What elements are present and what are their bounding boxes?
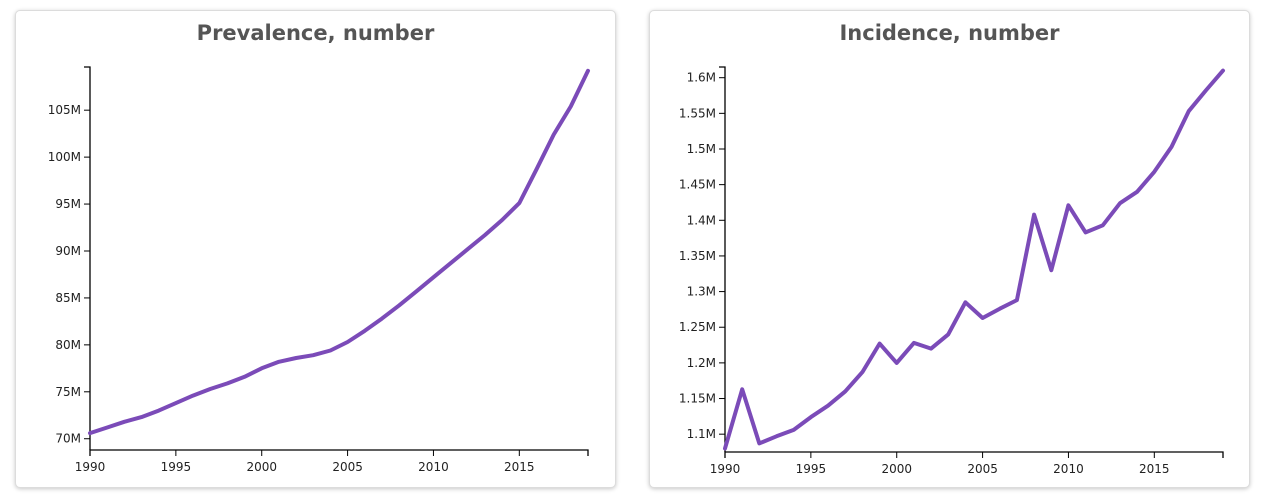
x-tick-label: 2010 bbox=[418, 460, 449, 474]
y-tick-label: 1.25M bbox=[679, 320, 716, 334]
series-line bbox=[723, 68, 1225, 451]
chart-title: Prevalence, number bbox=[196, 21, 435, 45]
x-axis-line bbox=[89, 449, 589, 456]
y-tick-label: 1.55M bbox=[679, 106, 716, 120]
x-tick-label: 2005 bbox=[967, 462, 998, 476]
y-tick-label: 1.1M bbox=[687, 427, 716, 441]
y-tick-label: 1.5M bbox=[687, 142, 716, 156]
x-tick-label: 1995 bbox=[796, 462, 827, 476]
y-tick-label: 80M bbox=[55, 338, 81, 352]
x-tick-label: 2005 bbox=[332, 460, 363, 474]
y-tick-label: 100M bbox=[48, 150, 81, 164]
x-tick-label: 2015 bbox=[1139, 462, 1170, 476]
x-tick-label: 1995 bbox=[161, 460, 192, 474]
y-tick-label: 1.45M bbox=[679, 178, 716, 192]
incidence-chart-card: Incidence, number 1.1M 1.15M 1.2M 1.25M 1.3M… bbox=[649, 10, 1250, 488]
prevalence-chart: 70M 75M 80M 85M 90M 95M 100M 105M 1990 1995 2000 20… bbox=[48, 66, 590, 474]
x-tick-label: 2000 bbox=[881, 462, 912, 476]
x-tick-label: 2015 bbox=[504, 460, 535, 474]
y-axis-line bbox=[84, 66, 91, 450]
y-tick-label: 95M bbox=[55, 197, 81, 211]
y-tick-label: 70M bbox=[55, 432, 81, 446]
x-axis-line bbox=[724, 451, 1224, 458]
y-tick-label: 1.4M bbox=[687, 213, 716, 227]
y-axis-line bbox=[719, 66, 726, 452]
x-tick-label: 1990 bbox=[75, 460, 106, 474]
x-tick-label: 2000 bbox=[246, 460, 277, 474]
y-tick-label: 105M bbox=[48, 103, 81, 117]
y-tick-label: 1.3M bbox=[687, 285, 716, 299]
chart-title: Incidence, number bbox=[839, 21, 1060, 45]
y-tick-label: 85M bbox=[55, 291, 81, 305]
y-tick-label: 1.6M bbox=[687, 71, 716, 85]
y-tick-label: 1.15M bbox=[679, 392, 716, 406]
y-tick-label: 1.2M bbox=[687, 356, 716, 370]
incidence-chart: 1.1M 1.15M 1.2M 1.25M 1.3M 1.35M 1.4M 1.45M 1.5M… bbox=[679, 66, 1225, 476]
y-tick-label: 90M bbox=[55, 244, 81, 258]
y-tick-label: 75M bbox=[55, 385, 81, 399]
x-tick-label: 1990 bbox=[710, 462, 741, 476]
y-tick-label: 1.35M bbox=[679, 249, 716, 263]
x-tick-label: 2010 bbox=[1053, 462, 1084, 476]
series-line bbox=[88, 68, 590, 436]
prevalence-chart-card: Prevalence, number 70M 75M 80M 85M 90M 95M 100… bbox=[15, 10, 616, 488]
